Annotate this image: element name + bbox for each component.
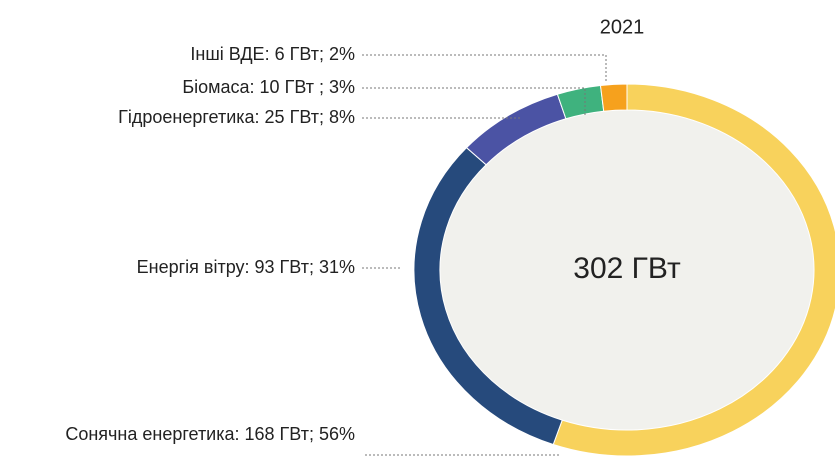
donut-segment — [599, 83, 628, 112]
leader-line — [362, 54, 607, 83]
segment-label: Гідроенергетика: 25 ГВт; 8% — [118, 107, 355, 127]
donut-segment — [552, 83, 835, 457]
center-label: 302 ГВт — [573, 252, 681, 285]
chart-title: 2021 — [600, 16, 645, 38]
segment-label: Біомаса: 10 ГВт ; 3% — [182, 77, 355, 97]
segment-label: Енергія вітру: 93 ГВт; 31% — [137, 257, 355, 277]
donut-center — [440, 110, 814, 430]
segment-label: Сонячна енергетика: 168 ГВт; 56% — [65, 424, 355, 444]
leader-line — [362, 87, 586, 116]
segment-label: Інші ВДЕ: 6 ГВт; 2% — [190, 44, 355, 64]
